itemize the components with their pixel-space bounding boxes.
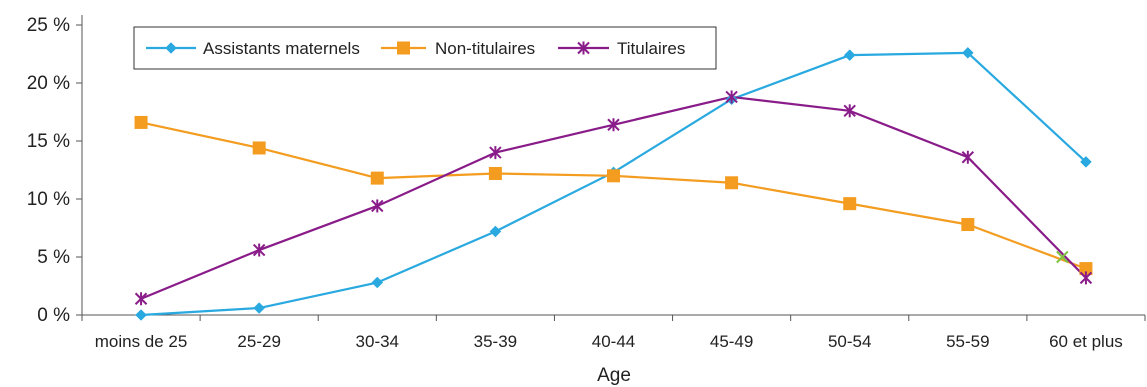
x-tick-label: moins de 25: [95, 332, 188, 351]
axes: 0 % 5 % 10 % 15 % 20 % 25 % moins de 25 25-29 30…: [27, 15, 1146, 351]
legend: Assistants maternels Non-titulaires Titula…: [133, 26, 717, 70]
data-point: [489, 146, 502, 160]
y-tick-label: 10 %: [27, 189, 70, 210]
data-point: [134, 115, 148, 129]
data-point: [725, 176, 739, 190]
data-point: [607, 169, 620, 183]
data-point: [252, 243, 266, 257]
data-point: [134, 292, 148, 306]
x-tick-label: 45-49: [710, 332, 753, 351]
data-point: [252, 141, 266, 155]
legend-marker: [165, 42, 177, 54]
data-point: [371, 199, 384, 213]
series-line-non-titulaires: [140, 121, 1087, 270]
legend-label: Titulaires: [617, 39, 685, 58]
series-lines: [140, 51, 1087, 317]
data-point: [725, 90, 738, 104]
data-point: [843, 104, 856, 118]
data-point: [370, 171, 384, 185]
extra-data-point: [1056, 250, 1069, 264]
x-tick-label: 50-54: [828, 332, 871, 351]
x-tick-label: 40-44: [592, 332, 635, 351]
legend-marker: [397, 41, 410, 55]
x-axis-title: Age: [597, 365, 631, 386]
data-point: [1079, 262, 1093, 276]
y-tick-label: 15 %: [27, 131, 70, 152]
x-tick-label: 60 et plus: [1049, 332, 1123, 351]
y-tick-label: 25 %: [27, 15, 70, 36]
data-point: [607, 118, 620, 132]
data-point: [135, 309, 147, 321]
y-tick-label: 20 %: [27, 73, 70, 94]
data-point: [1079, 271, 1093, 285]
x-tick-label: 30-34: [356, 332, 399, 351]
data-point: [961, 218, 975, 232]
data-point: [253, 302, 266, 314]
legend-label: Assistants maternels: [203, 39, 360, 58]
y-tick-label: 0 %: [37, 305, 70, 326]
y-tick-label: 5 %: [37, 247, 70, 268]
data-point: [961, 150, 975, 164]
data-point: [843, 49, 856, 62]
x-tick-label: 55-59: [946, 332, 989, 351]
x-tick-label: 25-29: [237, 332, 280, 351]
data-point: [843, 197, 857, 211]
x-tick-label: 35-39: [474, 332, 517, 351]
data-point: [1080, 156, 1092, 168]
legend-label: Non-titulaires: [435, 39, 535, 58]
series-markers: [134, 46, 1093, 321]
data-point: [489, 225, 502, 238]
data-point: [961, 46, 974, 59]
legend-marker: [577, 41, 590, 55]
series-line-assistants-maternels: [140, 51, 1087, 317]
data-point: [488, 166, 502, 180]
data-point: [371, 276, 384, 289]
